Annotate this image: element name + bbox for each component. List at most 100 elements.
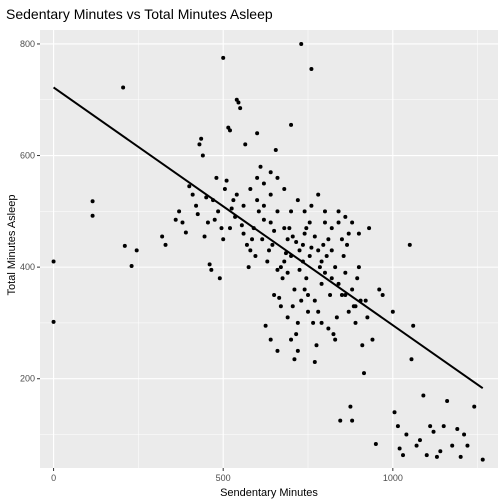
data-point — [268, 337, 273, 342]
data-point — [289, 337, 294, 342]
data-point — [333, 337, 338, 342]
data-point — [134, 248, 139, 253]
data-point — [462, 432, 467, 437]
data-point — [326, 326, 331, 331]
data-point — [397, 446, 402, 451]
data-point — [295, 320, 300, 325]
data-point — [236, 100, 241, 105]
data-point — [51, 259, 56, 264]
data-point — [329, 276, 334, 281]
data-point — [353, 304, 358, 309]
data-point — [207, 262, 212, 267]
data-point — [319, 281, 324, 286]
data-point — [295, 348, 300, 353]
data-point — [129, 264, 134, 269]
data-point — [265, 259, 270, 264]
data-point — [312, 359, 317, 364]
data-point — [414, 443, 419, 448]
data-point — [255, 198, 260, 203]
y-tick-label: 400 — [20, 262, 35, 272]
data-point — [200, 153, 205, 158]
x-tick-label: 0 — [51, 473, 56, 483]
data-point — [370, 337, 375, 342]
data-point — [90, 213, 95, 218]
data-point — [275, 348, 280, 353]
data-point — [428, 424, 433, 429]
data-point — [309, 245, 314, 250]
data-point — [438, 449, 443, 454]
data-point — [122, 243, 127, 248]
data-point — [295, 198, 300, 203]
data-point — [282, 259, 287, 264]
data-point — [348, 404, 353, 409]
data-point — [231, 198, 236, 203]
data-point — [431, 429, 436, 434]
data-point — [275, 267, 280, 272]
data-point — [202, 234, 207, 239]
data-point — [322, 270, 327, 275]
data-point — [341, 253, 346, 258]
data-point — [190, 192, 195, 197]
data-point — [205, 220, 210, 225]
data-point — [355, 276, 360, 281]
data-point — [51, 319, 56, 324]
data-point — [361, 371, 366, 376]
x-axis-ticks: 0 500 1000 — [51, 468, 403, 483]
x-axis-title: Sendentary Minutes — [220, 487, 318, 499]
data-point — [424, 453, 429, 458]
data-point — [365, 315, 370, 320]
y-axis-title: Total Minutes Asleep — [6, 195, 18, 296]
data-point — [311, 320, 316, 325]
data-point — [316, 309, 321, 314]
data-point — [273, 147, 278, 152]
data-point — [304, 276, 309, 281]
data-point — [282, 187, 287, 192]
data-point — [255, 175, 260, 180]
data-point — [199, 136, 204, 141]
data-point — [224, 178, 229, 183]
data-point — [312, 234, 317, 239]
data-point — [90, 199, 95, 204]
data-point — [268, 220, 273, 225]
data-point — [180, 220, 185, 225]
data-point — [238, 106, 243, 111]
data-point — [392, 410, 397, 415]
data-point — [306, 309, 311, 314]
data-point — [244, 242, 249, 247]
data-point — [212, 217, 217, 222]
data-point — [346, 309, 351, 314]
data-point — [248, 248, 253, 253]
data-point — [350, 418, 355, 423]
data-point — [411, 323, 416, 328]
data-point — [356, 265, 361, 270]
data-point — [333, 265, 338, 270]
data-point — [472, 404, 477, 409]
data-point — [434, 454, 439, 459]
data-point — [241, 231, 246, 236]
data-point — [302, 209, 307, 214]
data-point — [294, 240, 299, 245]
data-point — [239, 223, 244, 228]
data-point — [267, 248, 271, 253]
data-point — [309, 203, 314, 208]
data-point — [307, 220, 312, 225]
data-point — [445, 399, 450, 404]
data-point — [187, 184, 192, 189]
data-point — [272, 228, 277, 233]
data-point — [278, 304, 283, 309]
data-point — [287, 226, 292, 231]
data-point — [160, 234, 165, 239]
data-point — [263, 323, 268, 328]
data-point — [331, 332, 336, 337]
data-point — [177, 209, 182, 214]
data-point — [343, 293, 348, 298]
data-point — [243, 142, 248, 147]
data-point — [270, 242, 275, 247]
data-point — [209, 267, 214, 272]
data-point — [322, 209, 327, 214]
data-point — [292, 287, 297, 292]
data-point — [229, 206, 234, 211]
data-point — [285, 237, 290, 242]
data-point — [216, 209, 221, 214]
